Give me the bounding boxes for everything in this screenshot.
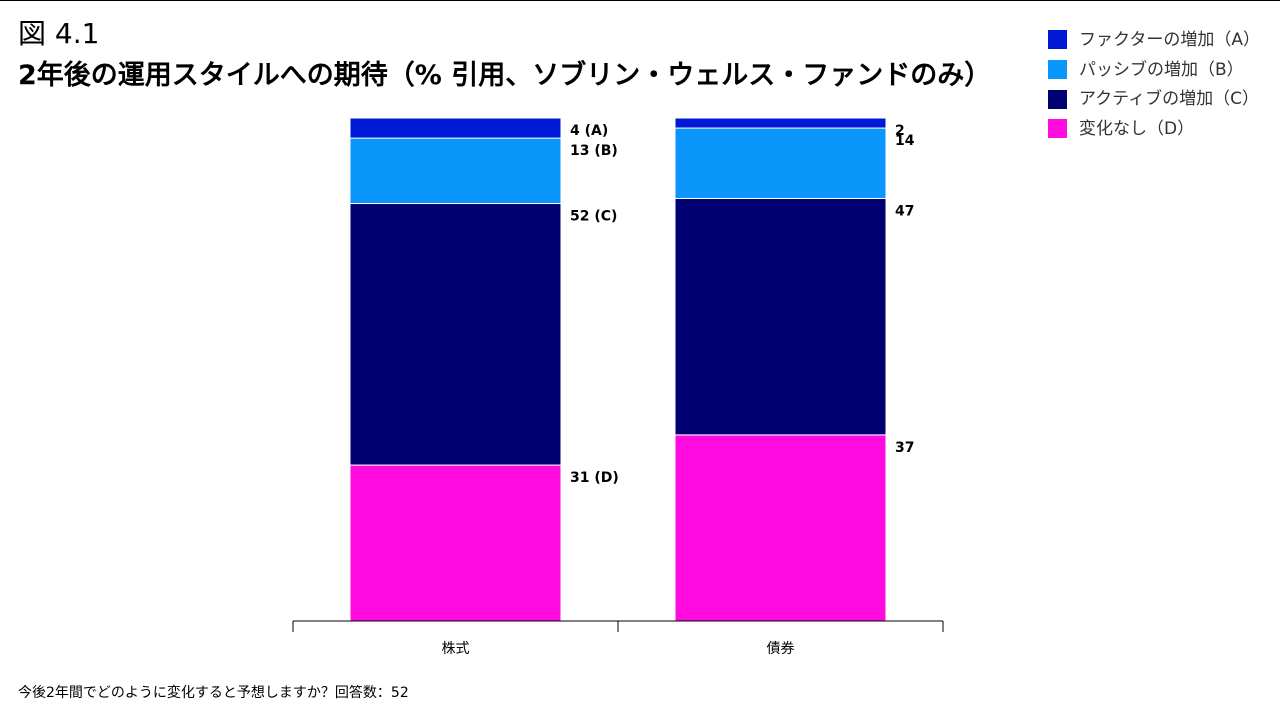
legend-item-factor: ファクターの増加（A） [1048, 25, 1260, 55]
x-tick-label-1: 株式 [442, 641, 470, 657]
legend-swatch-passive [1048, 60, 1067, 80]
bar-no-change-2 [674, 434, 887, 622]
legend-swatch-no-change [1048, 119, 1067, 139]
bar-factor-2 [674, 117, 887, 129]
data-label-factor-1: 4 (A) [570, 123, 608, 139]
data-label-factor-2: 2 [895, 123, 905, 139]
bar-passive-1 [349, 137, 562, 205]
bar-factor-1 [349, 117, 562, 139]
legend-item-active: アクティブの増加（C） [1048, 84, 1260, 114]
footnote: 今後2年間でどのように変化すると予想しますか？回答数：52 [18, 685, 409, 701]
x-tick-label-2: 債券 [767, 641, 795, 657]
bar-no-change-1 [349, 464, 562, 622]
legend-label-active: アクティブの増加（C） [1079, 89, 1259, 110]
legend-swatch-active [1048, 89, 1067, 109]
top-rule [0, 0, 1280, 1]
legend-label-factor: ファクターの増加（A） [1079, 29, 1260, 50]
legend-item-no-change: 変化なし（D） [1048, 114, 1260, 144]
data-label-active-2: 47 [895, 203, 914, 219]
legend: ファクターの増加（A） パッシブの増加（B） アクティブの増加（C） 変化なし（… [1048, 25, 1260, 144]
bar-active-2 [674, 197, 887, 436]
data-label-passive-2: 14 [895, 133, 915, 149]
chart-title: 2年後の運用スタイルへの期待（% 引用、ソブリン・ウェルス・ファンドのみ） [18, 60, 992, 91]
figure-number: 図 4.1 [18, 17, 100, 50]
data-label-no-change-1: 31 (D) [570, 470, 619, 486]
data-label-no-change-2: 37 [895, 440, 914, 456]
data-label-active-1: 52 (C) [570, 209, 617, 225]
legend-swatch-factor [1048, 30, 1067, 50]
bar-active-1 [349, 203, 562, 466]
legend-label-no-change: 変化なし（D） [1079, 118, 1195, 139]
legend-item-passive: パッシブの増加（B） [1048, 55, 1260, 85]
bar-passive-2 [674, 127, 887, 199]
data-label-passive-1: 13 (B) [570, 143, 618, 159]
legend-label-passive: パッシブの増加（B） [1079, 59, 1244, 80]
